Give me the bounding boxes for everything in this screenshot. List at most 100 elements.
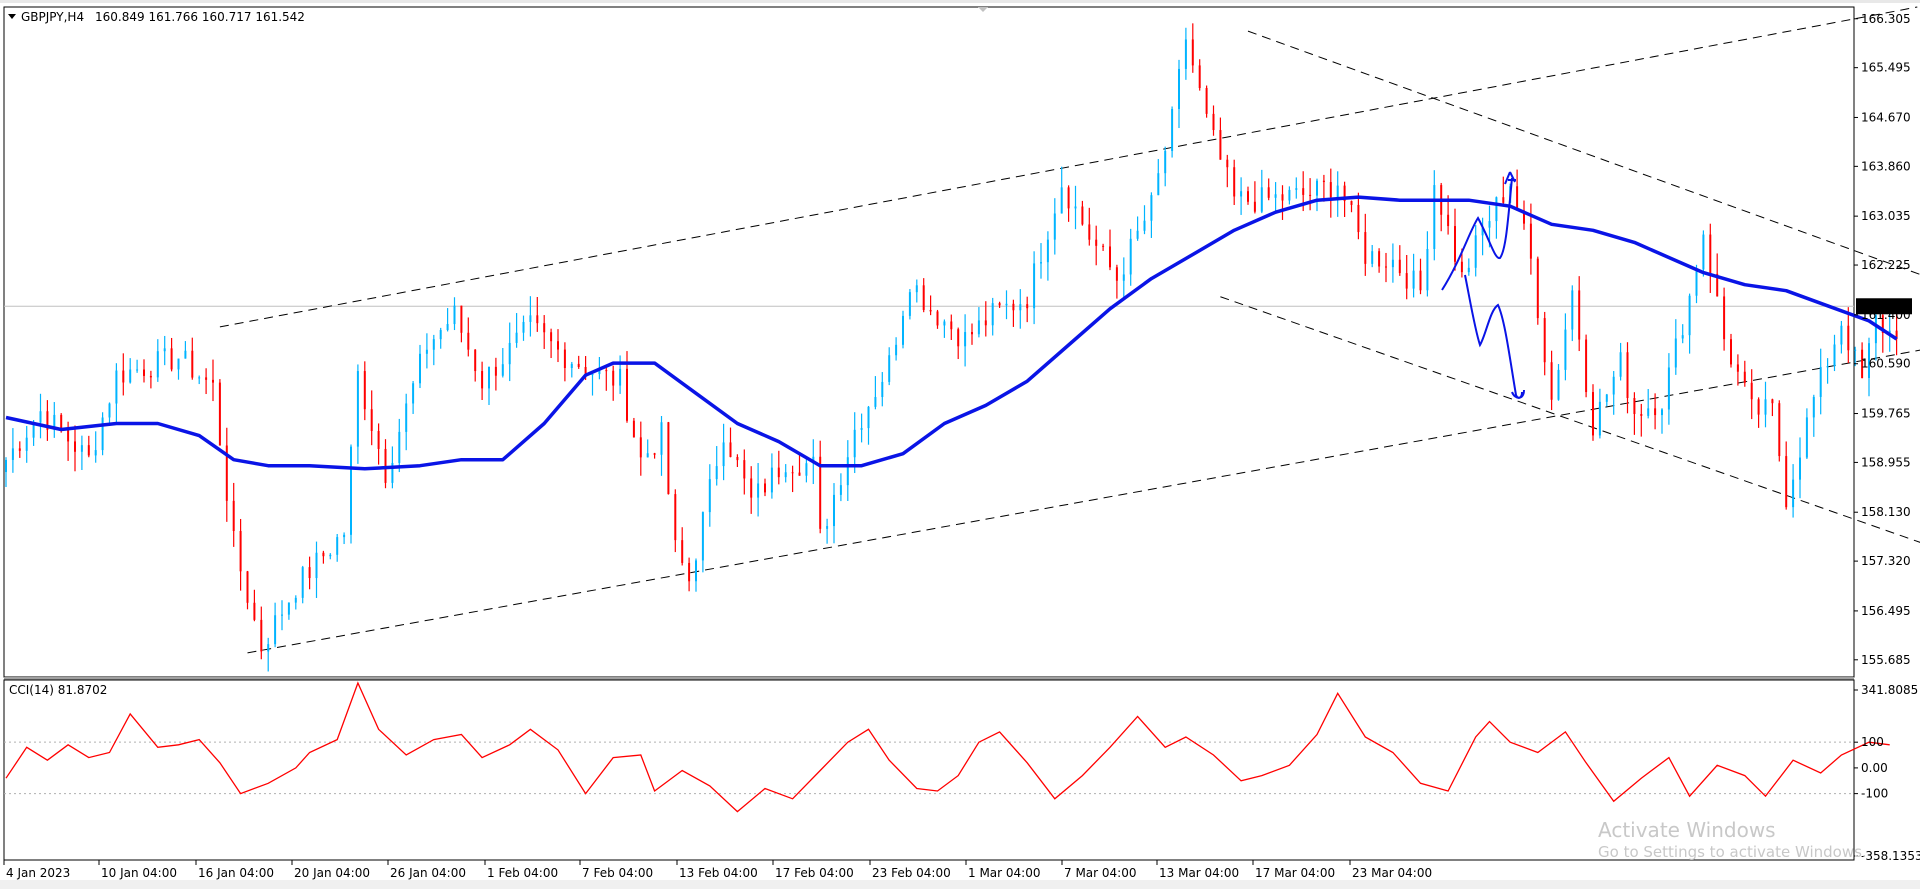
- time-tick-label: 16 Jan 04:00: [198, 866, 274, 880]
- candle-body: [1833, 344, 1836, 367]
- candle-body: [1716, 273, 1719, 297]
- candle-body: [232, 500, 235, 532]
- candle-body: [1467, 267, 1470, 273]
- candle-body: [287, 602, 290, 615]
- candle-body: [1812, 396, 1815, 418]
- candle-body: [350, 446, 352, 535]
- candle-body: [1378, 251, 1381, 267]
- candle-body: [1226, 159, 1229, 168]
- current-price-label: 161.542: [1859, 299, 1909, 313]
- candle-body: [32, 422, 35, 438]
- candle-body: [398, 431, 401, 463]
- price-tick-label: 155.685: [1861, 653, 1911, 667]
- candle-body: [1281, 194, 1284, 201]
- candle-body: [460, 305, 463, 333]
- candle-body: [1412, 270, 1415, 289]
- cci-tick-label: 100: [1861, 735, 1884, 749]
- price-panel: [3, 6, 1855, 678]
- candle-body: [115, 370, 118, 404]
- candle-body: [1571, 290, 1574, 330]
- time-tick-label: 23 Feb 04:00: [872, 866, 951, 880]
- candle-body: [370, 409, 373, 431]
- candle-body: [1046, 239, 1049, 263]
- trendline-channel-lower[interactable]: [247, 254, 1920, 654]
- candle-body: [915, 285, 918, 293]
- candle-body: [315, 552, 318, 579]
- candle-body: [736, 457, 739, 461]
- candle-body: [701, 512, 704, 561]
- candle-body: [681, 540, 684, 563]
- candle-body: [764, 483, 766, 493]
- candle-body: [833, 494, 835, 527]
- candle-body: [1481, 227, 1484, 236]
- candle-body: [1667, 367, 1670, 410]
- candle-body: [425, 349, 428, 354]
- candle-body: [1523, 210, 1525, 224]
- candle-body: [508, 342, 511, 365]
- candle-body: [653, 453, 656, 455]
- candle-body: [1088, 224, 1091, 240]
- candle-body: [218, 382, 221, 446]
- candle-body: [343, 534, 346, 538]
- candle-body: [1557, 369, 1560, 400]
- candle-body: [557, 341, 559, 350]
- ohlc-label: 160.849 161.766 160.717 161.542: [95, 10, 305, 24]
- candle-body: [356, 371, 359, 447]
- candle-body: [87, 445, 90, 456]
- candle-body: [1322, 180, 1325, 183]
- candle-body: [1357, 204, 1360, 233]
- candle-body: [329, 554, 332, 557]
- candle-body: [101, 417, 104, 451]
- candle-body: [1364, 232, 1367, 264]
- candle-body: [888, 355, 891, 382]
- candle-body: [1205, 88, 1208, 114]
- candle-body: [984, 320, 987, 326]
- bottom-scrollbar[interactable]: [0, 880, 1920, 889]
- candle-body: [874, 397, 877, 407]
- candle-body: [1178, 68, 1180, 109]
- candle-body: [929, 309, 932, 312]
- candle-body: [943, 321, 946, 326]
- candle-body: [184, 350, 187, 359]
- candle-body: [515, 332, 518, 343]
- candle-body: [177, 358, 180, 370]
- cci-title: CCI(14) 81.8702: [9, 683, 107, 697]
- moving-average-line: [5, 195, 1898, 471]
- candle-body: [74, 441, 76, 452]
- candle-body: [1681, 335, 1684, 339]
- candle-body: [301, 567, 304, 598]
- price-tick-label: 157.320: [1861, 554, 1911, 568]
- time-tick-label: 7 Mar 04:00: [1064, 866, 1137, 880]
- candle-body: [1150, 195, 1153, 221]
- candle-body: [1247, 191, 1249, 202]
- trendline-falling-upper[interactable]: [1247, 30, 1920, 466]
- candle-body: [591, 374, 594, 376]
- chart-menu-arrow-icon[interactable]: [8, 14, 16, 19]
- candle-body: [1626, 352, 1629, 399]
- candle-body: [1868, 343, 1870, 378]
- up-scenario-arrow[interactable]: [1441, 177, 1513, 291]
- candle-body: [977, 320, 980, 335]
- indicator-panel: [3, 679, 1855, 861]
- candle-body: [1750, 382, 1753, 400]
- candle-body: [453, 305, 456, 325]
- candle-body: [729, 442, 732, 458]
- trendline-falling-lower[interactable]: [1220, 296, 1920, 677]
- trendline-channel-upper[interactable]: [219, 6, 1918, 328]
- candle-body: [239, 531, 242, 572]
- candle-body: [1743, 371, 1746, 383]
- candle-body: [67, 429, 70, 442]
- candle-body: [1847, 325, 1850, 351]
- candle-body: [1474, 235, 1477, 268]
- candle-body: [198, 377, 201, 379]
- candle-body: [1661, 409, 1663, 416]
- candle-body: [1419, 270, 1422, 291]
- candle-body: [1309, 194, 1312, 196]
- candle-body: [474, 349, 477, 372]
- candle-body: [1764, 399, 1767, 415]
- candle-body: [308, 567, 311, 579]
- candle-body: [667, 422, 670, 495]
- time-tick-label: 26 Jan 04:00: [390, 866, 466, 880]
- candle-body: [1295, 188, 1298, 190]
